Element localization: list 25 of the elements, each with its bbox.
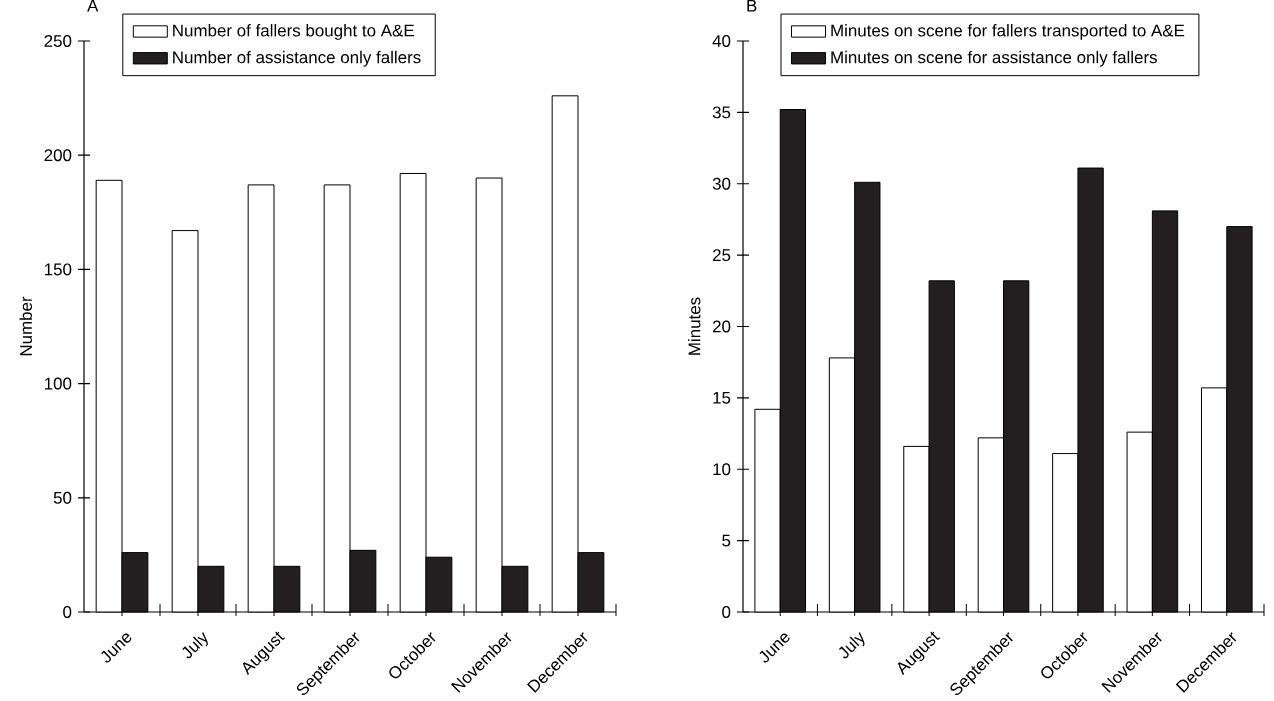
y-tick-label: 0 — [63, 606, 72, 618]
y-tick-label: 10 — [713, 463, 731, 476]
y-tick-label: 0 — [722, 606, 731, 618]
legend-label: Number of fallers bought to A&E — [173, 24, 414, 40]
y-axis-title: Minutes — [687, 297, 701, 355]
y-tick-label: 30 — [712, 177, 731, 190]
y-axis-title: Number — [19, 296, 32, 356]
y-tick-label: 50 — [53, 491, 72, 504]
y-tick-label: 35 — [712, 106, 731, 119]
y-tick-label: 25 — [712, 249, 731, 262]
legend-label: Minutes on scene for fallers transported to A&E — [831, 24, 1185, 40]
y-tick-label: 250 — [44, 35, 72, 47]
y-tick-label: 150 — [44, 263, 72, 276]
x-tick-label: July — [839, 632, 865, 659]
x-tick-label: July — [182, 632, 208, 659]
legend-label: Minutes on scene for assistance only fallers — [831, 50, 1157, 67]
y-tick-label: 5 — [722, 534, 731, 547]
chart-title: B — [747, 0, 757, 12]
chart-title: A — [87, 0, 99, 12]
y-tick-label: 100 — [44, 377, 72, 390]
y-tick-label: 20 — [712, 320, 731, 333]
y-tick-label: 40 — [712, 35, 731, 47]
legend-label: Number of assistance only fallers — [173, 50, 421, 67]
y-tick-label: 200 — [44, 149, 72, 162]
y-tick-label: 15 — [713, 391, 731, 404]
